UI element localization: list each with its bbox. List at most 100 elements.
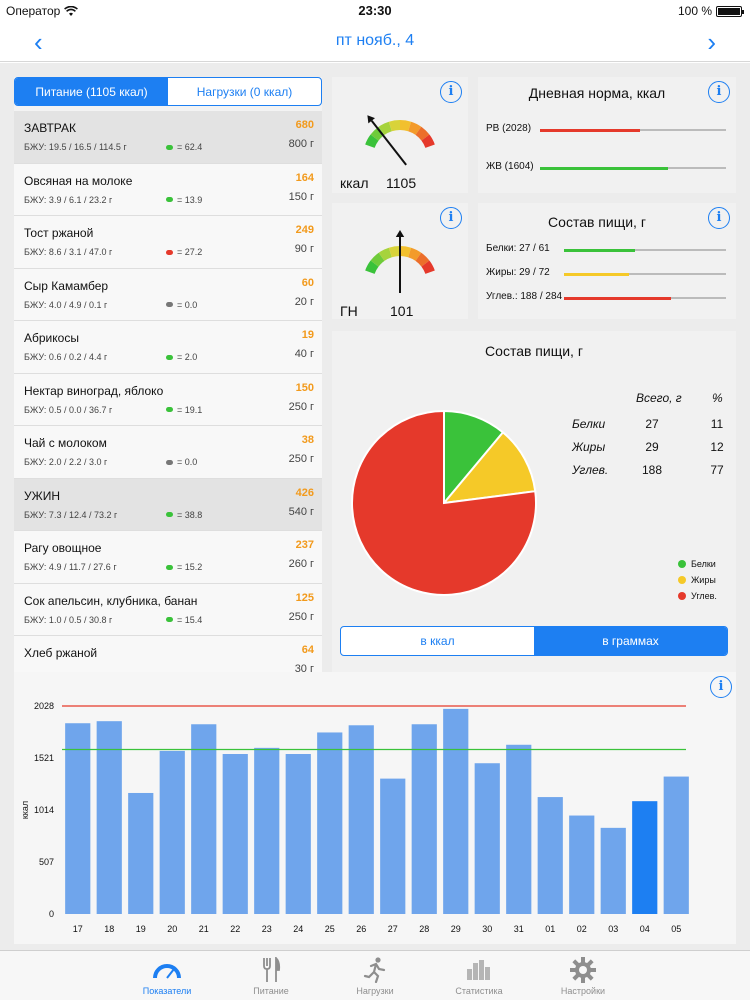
bar-23[interactable] [254,747,280,914]
pie-table-name: Жиры [572,440,606,454]
x-tick-label: 23 [262,924,272,934]
food-row[interactable]: Овсяная на молоке БЖУ: 3.9 / 6.1 / 23.2 г… [14,163,322,216]
legend-item: Белки [678,559,716,569]
x-tick-label: 17 [73,924,83,934]
bar-19[interactable] [128,792,154,914]
food-gn-value: = 15.4 [177,614,203,625]
progress-label: ЖВ (1604) [486,161,534,172]
bar-04[interactable] [632,801,658,914]
food-gn: = 15.4 [166,615,202,625]
progress-track [564,272,726,276]
food-kcal: 125 [295,591,314,604]
bar-28[interactable] [411,724,437,914]
bar-01[interactable] [537,797,563,914]
composition-pie-chart [351,409,537,596]
pie-slice-Жиры[interactable] [441,430,537,505]
bar-22[interactable] [222,754,248,914]
bar-24[interactable] [285,754,311,914]
food-row[interactable]: Нектар виноград, яблоко БЖУ: 0.5 / 0.0 / … [14,373,322,426]
food-row[interactable]: Рагу овощное БЖУ: 4.9 / 11.7 / 27.6 г = 15… [14,531,322,584]
gn-dot-icon [166,459,173,465]
runner-icon [363,957,386,983]
food-row[interactable]: Абрикосы БЖУ: 0.6 / 0.2 / 4.4 г = 2.0 19 40 … [14,321,322,374]
legend-label: Белки [691,559,716,569]
tab-settings[interactable]: Настройки [531,951,635,1000]
tab-label: Настройки [560,986,606,996]
bar-31[interactable] [506,744,532,914]
food-row[interactable]: Хлеб ржаной 64 30 г [14,636,322,675]
info-icon[interactable]: i [710,676,732,698]
gauge-segment [415,126,430,141]
bar-26[interactable] [348,725,374,914]
bar-27[interactable] [380,778,406,914]
food-gn: = 2.0 [166,352,197,362]
info-icon[interactable]: i [708,81,730,103]
next-day-button[interactable]: › [707,27,716,57]
meal-row[interactable]: ЗАВТРАК БЖУ: 19.5 / 16.5 / 114.5 г = 62.4 6… [14,111,322,164]
food-gn: = 19.1 [166,405,202,415]
food-row[interactable]: Тост ржаной БЖУ: 8.6 / 3.1 / 47.0 г = 27.2… [14,216,322,269]
food-row[interactable]: Сок апельсин, клубника, банан БЖУ: 1.0 / … [14,583,322,636]
progress-row: ЖВ (1604) [486,161,728,175]
bar-18[interactable] [96,721,122,914]
food-row[interactable]: Сыр Камамбер БЖУ: 4.0 / 4.9 / 0.1 г = 0.0 6… [14,268,322,321]
food-gn-value: = 19.1 [177,404,203,415]
gn-dot-icon [166,249,173,255]
food-gn: = 0.0 [166,457,197,467]
bar-17[interactable] [65,723,91,914]
bar-30[interactable] [474,763,500,914]
bar-20[interactable] [159,750,185,914]
page-title[interactable]: пт нояб., 4 [335,32,415,49]
meal-row[interactable]: УЖИН БЖУ: 7.3 / 12.4 / 73.2 г = 38.8 426 540… [14,478,322,531]
x-tick-label: 31 [514,924,524,934]
food-kcal: 19 [301,329,314,341]
x-tick-label: 25 [325,924,335,934]
progress-label: Белки: 27 / 61 [486,243,550,254]
gauge-segment [378,247,393,262]
tab-food[interactable]: Питание (1105 ккал) [15,78,168,105]
bar-02[interactable] [569,815,595,914]
tab-label: Питание [253,986,289,996]
progress-row: Жиры: 29 / 72 [486,267,728,281]
food-gn-value: = 15.2 [177,562,203,572]
gauge-segment [407,121,422,136]
info-icon[interactable]: i [440,207,462,229]
pie-table-pct: 11 [710,417,724,431]
bar-21[interactable] [191,724,217,914]
food-weight: 250 г [288,610,314,623]
info-icon[interactable]: i [440,81,462,103]
food-bju: БЖУ: 0.5 / 0.0 / 36.7 г [24,404,113,415]
bar-05[interactable] [663,776,689,914]
x-tick-label: 24 [293,924,303,934]
info-icon[interactable]: i [708,207,730,229]
bar-03[interactable] [600,827,626,914]
tab-load-nav[interactable]: Нагрузки [323,951,427,1000]
units-grams-button[interactable]: в граммах [534,627,727,655]
progress-track [540,166,726,170]
y-axis-label: ккал [20,801,30,819]
food-gn-value: = 0.0 [177,299,198,310]
units-kcal-button[interactable]: в ккал [420,634,455,648]
pie-slice-Углев.[interactable] [351,409,537,596]
food-bju: БЖУ: 8.6 / 3.1 / 47.0 г [24,247,113,257]
food-row[interactable]: Чай с молоком БЖУ: 2.0 / 2.2 / 3.0 г = 0.0… [14,426,322,479]
bar-29[interactable] [443,708,469,914]
food-weight: 90 г [294,243,314,255]
gauge-segment [370,126,385,141]
progress-label: РВ (2028) [486,123,532,134]
food-name: Чай с молоком [24,436,107,450]
tab-stats[interactable]: Статистика [427,951,531,1000]
tab-indicators[interactable]: Показатели [115,951,219,1000]
tab-food-nav[interactable]: Питание [219,951,323,1000]
prev-day-button[interactable]: ‹ [34,27,43,57]
tab-bar: Показатели Питание Нагрузки Статистика Н… [0,950,750,1000]
food-kcal: 164 [295,171,314,184]
bar-25[interactable] [317,732,343,914]
food-bju: БЖУ: 4.0 / 4.9 / 0.1 г [24,299,108,310]
x-tick-label: 04 [640,924,650,934]
food-name: Нектар виноград, яблоко [24,383,164,398]
tab-load[interactable]: Нагрузки (0 ккал) [196,84,293,99]
pie-slice-Белки[interactable] [443,409,505,506]
x-tick-label: 02 [577,924,587,934]
pie-table-total: 27 [645,417,659,431]
